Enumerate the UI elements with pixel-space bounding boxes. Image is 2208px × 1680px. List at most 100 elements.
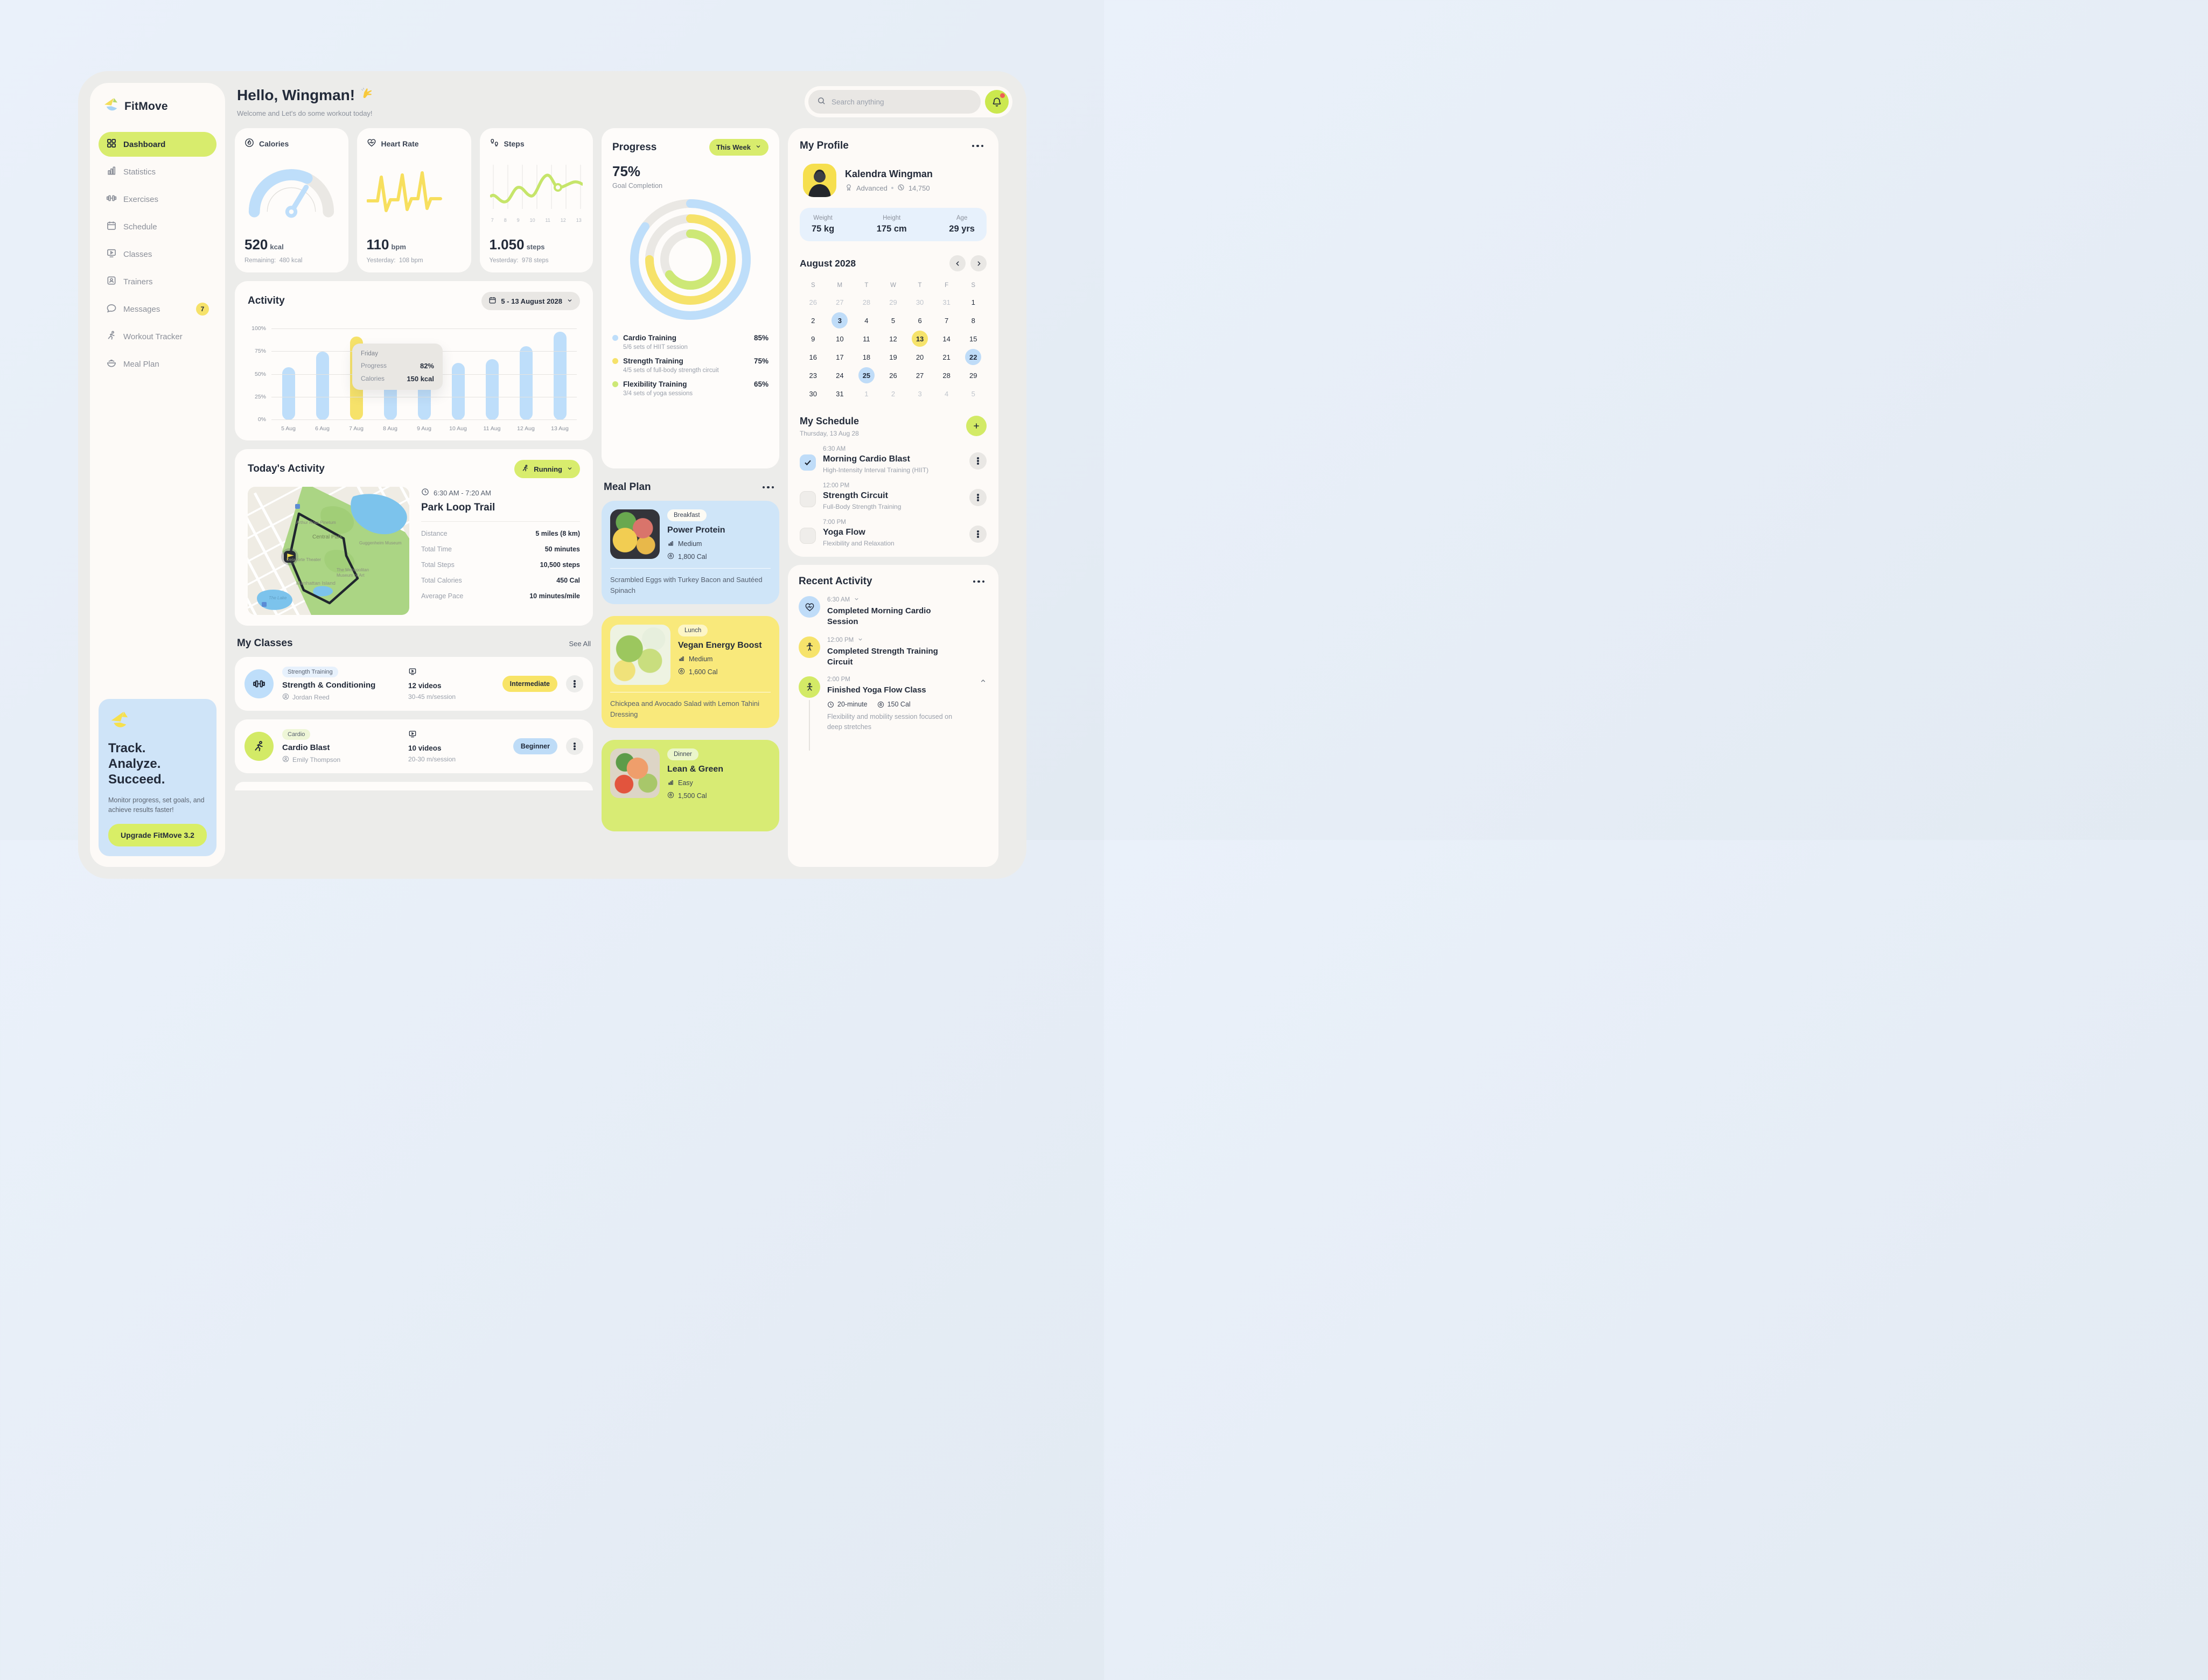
class-card-cardio[interactable]: Cardio Cardio Blast Emily Thompson 10 vi… xyxy=(235,719,593,773)
calendar-day[interactable]: 3 xyxy=(827,311,854,330)
calendar-day[interactable]: 30 xyxy=(809,389,817,398)
meal-name: Vegan Energy Boost xyxy=(678,641,762,650)
activity-bar[interactable] xyxy=(316,352,329,420)
calendar-day[interactable]: 13 xyxy=(906,330,933,348)
sidebar-item-statistics[interactable]: Statistics xyxy=(99,159,216,184)
schedule-checkbox[interactable] xyxy=(800,491,816,507)
calendar-day[interactable]: 27 xyxy=(836,298,844,306)
meal-card-dinner[interactable]: Dinner Lean & Green Easy 1,500 Cal xyxy=(602,740,779,831)
calendar-day[interactable]: 31 xyxy=(942,298,951,306)
activity-bar[interactable] xyxy=(485,359,499,420)
sidebar-item-classes[interactable]: Classes xyxy=(99,242,216,267)
calendar-day[interactable]: 2 xyxy=(891,389,896,398)
chevron-down-icon[interactable] xyxy=(857,636,863,644)
calendar-day[interactable]: 30 xyxy=(916,298,924,306)
sidebar-item-trainers[interactable]: Trainers xyxy=(99,269,216,294)
calendar-day[interactable]: 31 xyxy=(836,389,844,398)
calendar-day[interactable]: 9 xyxy=(811,334,815,343)
sidebar-item-messages[interactable]: Messages 7 xyxy=(99,297,216,321)
chevron-down-icon[interactable] xyxy=(854,596,860,604)
calendar-day[interactable]: 24 xyxy=(836,371,844,380)
calendar-day[interactable]: 29 xyxy=(889,298,897,306)
calendar-day[interactable]: 1 xyxy=(971,298,975,306)
upgrade-button[interactable]: Upgrade FitMove 3.2 xyxy=(108,824,207,846)
sidebar-item-meal-plan[interactable]: Meal Plan xyxy=(99,352,216,376)
calendar-day[interactable]: 5 xyxy=(891,316,896,325)
calendar-day[interactable]: 26 xyxy=(809,298,817,306)
recent-item-strength[interactable]: 12:00 PM Completed Strength Training Cir… xyxy=(799,636,988,668)
calendar-day[interactable]: 11 xyxy=(863,334,870,343)
avatar[interactable] xyxy=(803,164,836,197)
calendar-day[interactable]: 25 xyxy=(853,366,880,384)
sidebar-item-workout-tracker[interactable]: Workout Tracker xyxy=(99,324,216,349)
calendar-prev-button[interactable] xyxy=(949,255,966,271)
add-schedule-button[interactable] xyxy=(966,416,987,436)
calendar-day[interactable]: 6 xyxy=(918,316,922,325)
calendar-day[interactable]: 26 xyxy=(889,371,897,380)
sidebar-item-dashboard[interactable]: Dashboard xyxy=(99,132,216,157)
calendar-day[interactable]: 4 xyxy=(945,389,949,398)
calendar-day[interactable]: 4 xyxy=(864,316,869,325)
calendar-day[interactable]: 23 xyxy=(809,371,817,380)
calendar-day[interactable]: 19 xyxy=(889,353,897,361)
recent-item-yoga[interactable]: 2:00 PM Finished Yoga Flow Class 20-minu… xyxy=(799,676,988,751)
schedule-checkbox[interactable] xyxy=(800,454,816,471)
calendar-day[interactable]: 28 xyxy=(862,298,871,306)
calendar-day[interactable]: 22 xyxy=(960,348,987,366)
calendar-day[interactable]: 5 xyxy=(971,389,975,398)
calendar-day[interactable]: 16 xyxy=(809,353,817,361)
calendar-day[interactable]: 27 xyxy=(916,371,924,380)
class-card-strength[interactable]: Strength Training Strength & Conditionin… xyxy=(235,657,593,711)
sidebar-item-schedule[interactable]: Schedule xyxy=(99,214,216,239)
recent-activity-menu-button[interactable] xyxy=(970,577,988,586)
progress-filter[interactable]: This Week xyxy=(709,139,768,156)
schedule-menu-button[interactable] xyxy=(969,526,987,543)
meal-tag: Breakfast xyxy=(667,509,707,521)
route-map[interactable]: Central Park Manhattan Island The Lake A… xyxy=(248,487,409,615)
calendar-day[interactable]: 18 xyxy=(862,353,871,361)
app-window: FitMove Dashboard Statistics Exercises S… xyxy=(78,71,1026,879)
calendar-day[interactable]: 29 xyxy=(969,371,977,380)
calendar-day[interactable]: 15 xyxy=(969,334,977,343)
class-menu-button[interactable] xyxy=(566,738,583,755)
meal-card-lunch[interactable]: Lunch Vegan Energy Boost Medium 1,600 Ca… xyxy=(602,616,779,728)
activity-date-range[interactable]: 5 - 13 August 2028 xyxy=(481,292,580,310)
sidebar-item-exercises[interactable]: Exercises xyxy=(99,187,216,212)
calendar-day[interactable]: 3 xyxy=(918,389,922,398)
schedule-menu-button[interactable] xyxy=(969,489,987,506)
meal-plan-menu-button[interactable] xyxy=(759,483,778,492)
calendar-next-button[interactable] xyxy=(970,255,987,271)
activity-bar[interactable] xyxy=(519,346,533,420)
calories-card[interactable]: Calories 520 kcal R xyxy=(235,128,348,272)
activity-bar[interactable] xyxy=(451,362,465,420)
class-menu-button[interactable] xyxy=(566,675,583,692)
calendar-day[interactable]: 8 xyxy=(971,316,975,325)
steps-card[interactable]: Steps 7 8 9 10 11 12 13 1.050 steps xyxy=(479,128,593,272)
see-all-link[interactable]: See All xyxy=(569,639,591,648)
calendar-day[interactable]: 1 xyxy=(864,389,869,398)
chevron-up-icon[interactable] xyxy=(980,677,987,687)
heart-rate-card[interactable]: Heart Rate 110 bpm Yesterday: 108 bpm xyxy=(357,128,471,272)
calendar-day[interactable]: 17 xyxy=(836,353,844,361)
profile-points: 14,750 xyxy=(908,184,930,192)
calendar-day[interactable]: 10 xyxy=(836,334,844,343)
schedule-checkbox[interactable] xyxy=(800,528,816,544)
profile-menu-button[interactable] xyxy=(969,142,987,151)
calendar-day[interactable]: 21 xyxy=(942,353,951,361)
calendar-day[interactable]: 14 xyxy=(942,334,951,343)
search-input[interactable]: Search anything xyxy=(808,90,981,114)
meal-card-breakfast[interactable]: Breakfast Power Protein Medium 1,800 Cal… xyxy=(602,501,779,604)
class-tag: Strength Training xyxy=(282,666,338,677)
calendar-day[interactable]: 7 xyxy=(945,316,949,325)
calendar-day[interactable]: 12 xyxy=(889,334,897,343)
notifications-button[interactable] xyxy=(985,90,1009,114)
activity-bar[interactable] xyxy=(282,367,295,420)
recent-item-cardio[interactable]: 6:30 AM Completed Morning Cardio Session xyxy=(799,596,988,628)
calendar-day[interactable]: 20 xyxy=(916,353,924,361)
activity-mode-select[interactable]: Running xyxy=(514,460,580,478)
schedule-menu-button[interactable] xyxy=(969,452,987,470)
calendar-day[interactable]: 28 xyxy=(942,371,951,380)
trainer-name: Jordan Reed xyxy=(292,693,330,701)
calendar-day[interactable]: 2 xyxy=(811,316,815,325)
activity-bar[interactable] xyxy=(553,332,567,420)
